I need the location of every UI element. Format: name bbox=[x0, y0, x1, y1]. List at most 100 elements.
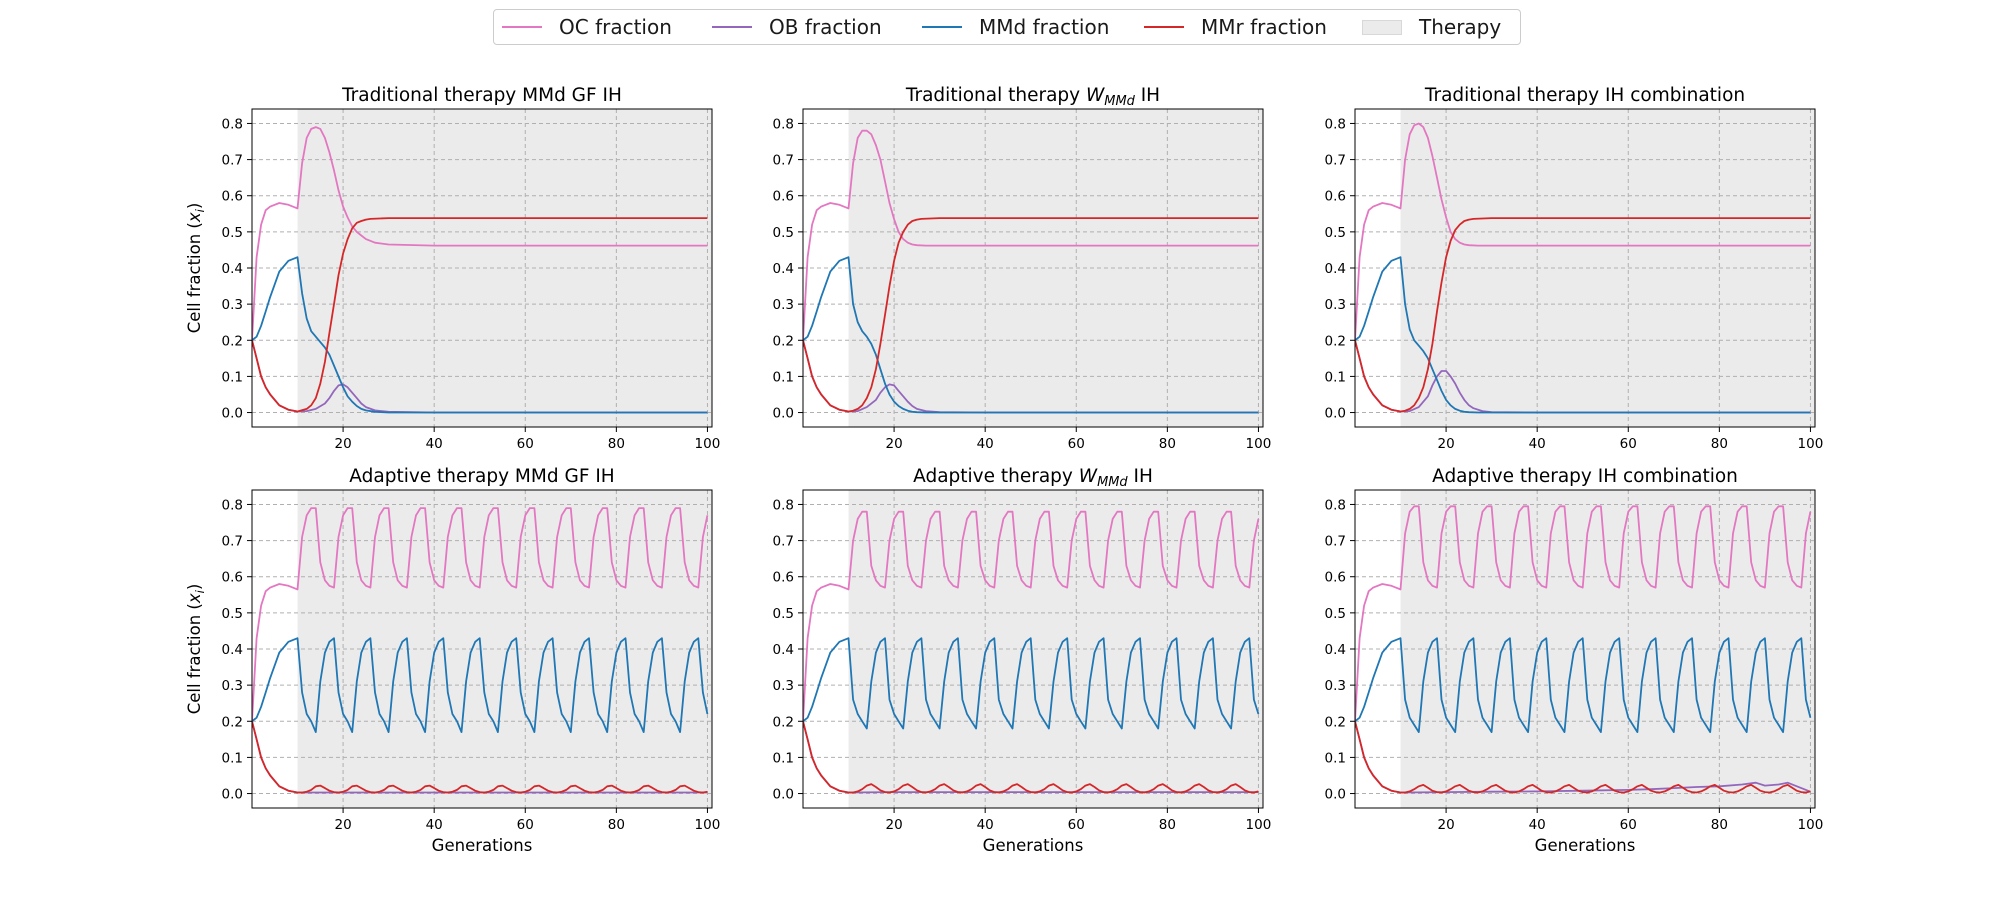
y-tick-label: 0.5 bbox=[222, 606, 243, 622]
x-tick-label: 60 bbox=[517, 817, 534, 833]
y-tick-label: 0.0 bbox=[1325, 406, 1346, 422]
y-tick-label: 0.8 bbox=[773, 116, 794, 132]
legend: OC fraction OB fraction MMd fraction MMr… bbox=[493, 9, 1521, 45]
y-tick-label: 0.6 bbox=[1325, 570, 1346, 586]
x-tick-label: 100 bbox=[1798, 817, 1824, 833]
chart-panel-1: 20 40 60 80 100 0.0 0.1 0.2 0.3 0.4 0.5 0.6 0.7 0.8 Tr… bbox=[185, 85, 720, 452]
y-tick-label: 0.8 bbox=[1325, 116, 1346, 132]
y-tick-label: 0.1 bbox=[773, 369, 794, 385]
x-tick-label: 40 bbox=[977, 817, 994, 833]
y-tick-label: 0.0 bbox=[1325, 787, 1346, 803]
y-tick-label: 0.2 bbox=[222, 333, 243, 349]
y-tick-label: 0.2 bbox=[773, 714, 794, 730]
series-line-oc bbox=[1355, 505, 1812, 722]
chart-panel-3: 20 40 60 80 100 0.0 0.1 0.2 0.3 0.4 0.5 0.6 0.7 0.8 Tr… bbox=[1325, 85, 1824, 452]
series-line-mmr bbox=[252, 217, 708, 413]
legend-label-oc: OC fraction bbox=[559, 15, 672, 39]
chart-panel-5: 20 40 60 80 100 0.0 0.1 0.2 0.3 0.4 0.5 0.6 0.7 0.8 Ad… bbox=[773, 466, 1272, 855]
x-tick-label: 80 bbox=[1159, 817, 1176, 833]
plot-frame bbox=[251, 489, 713, 809]
x-tick-label: 20 bbox=[334, 436, 351, 452]
y-tick-label: 0.6 bbox=[1325, 189, 1346, 205]
x-tick-label: 20 bbox=[885, 436, 902, 452]
y-tick-label: 0.3 bbox=[222, 678, 243, 694]
plot-frame bbox=[802, 489, 1264, 809]
x-tick-label: 80 bbox=[1711, 817, 1728, 833]
y-tick-label: 0.4 bbox=[222, 261, 243, 277]
x-axis-label: Generations bbox=[432, 836, 533, 855]
legend-swatch-mmr bbox=[1144, 26, 1184, 28]
y-tick-label: 0.7 bbox=[773, 534, 794, 550]
legend-label-ob: OB fraction bbox=[769, 15, 882, 39]
y-tick-label: 0.3 bbox=[773, 297, 794, 313]
y-tick-label: 0.2 bbox=[222, 714, 243, 730]
legend-item-mmd: MMd fraction bbox=[922, 10, 1109, 44]
x-tick-label: 80 bbox=[608, 817, 625, 833]
y-tick-label: 0.7 bbox=[773, 153, 794, 169]
y-tick-label: 0.6 bbox=[222, 570, 243, 586]
chart-title: Adaptive therapy WMMd IH bbox=[913, 466, 1153, 490]
y-tick-label: 0.3 bbox=[222, 297, 243, 313]
x-tick-label: 20 bbox=[1437, 436, 1454, 452]
y-tick-label: 0.8 bbox=[773, 497, 794, 513]
x-tick-label: 80 bbox=[608, 436, 625, 452]
chart-panel-6: 20 40 60 80 100 0.0 0.1 0.2 0.3 0.4 0.5 0.6 0.7 0.8 Ad… bbox=[1325, 466, 1824, 855]
y-tick-label: 0.3 bbox=[1325, 297, 1346, 313]
series-line-mmr bbox=[803, 217, 1259, 413]
series-line-mmd bbox=[1355, 256, 1811, 414]
x-tick-label: 100 bbox=[695, 817, 721, 833]
chart-title: Adaptive therapy MMd GF IH bbox=[349, 466, 614, 487]
y-tick-label: 0.7 bbox=[222, 534, 243, 550]
y-tick-label: 0.4 bbox=[773, 642, 794, 658]
legend-swatch-therapy bbox=[1362, 19, 1402, 35]
series-line-oc bbox=[252, 507, 709, 722]
x-tick-label: 20 bbox=[885, 817, 902, 833]
x-tick-label: 40 bbox=[426, 817, 443, 833]
series-line-mmd bbox=[803, 256, 1259, 414]
series-line-oc bbox=[803, 510, 1260, 722]
y-tick-label: 0.0 bbox=[773, 406, 794, 422]
y-tick-label: 0.2 bbox=[773, 333, 794, 349]
y-tick-label: 0.3 bbox=[1325, 678, 1346, 694]
y-axis-label: Cell fraction (xi) bbox=[185, 584, 207, 715]
series-line-mmr bbox=[1355, 217, 1811, 413]
y-tick-label: 0.4 bbox=[1325, 261, 1346, 277]
y-tick-label: 0.0 bbox=[222, 787, 243, 803]
x-tick-label: 20 bbox=[334, 817, 351, 833]
x-tick-label: 60 bbox=[1620, 436, 1637, 452]
y-tick-label: 0.5 bbox=[773, 225, 794, 241]
y-tick-label: 0.1 bbox=[222, 369, 243, 385]
series-line-mmr bbox=[1355, 721, 1811, 794]
x-tick-label: 60 bbox=[1068, 436, 1085, 452]
y-tick-label: 0.4 bbox=[1325, 642, 1346, 658]
chart-panel-2: 20 40 60 80 100 0.0 0.1 0.2 0.3 0.4 0.5 0.6 0.7 0.8 Tr… bbox=[773, 85, 1272, 452]
x-tick-label: 100 bbox=[695, 436, 721, 452]
series-line-mmr bbox=[803, 721, 1259, 794]
y-tick-label: 0.7 bbox=[1325, 153, 1346, 169]
x-tick-label: 40 bbox=[1529, 817, 1546, 833]
y-tick-label: 0.2 bbox=[1325, 333, 1346, 349]
plot-frame bbox=[802, 108, 1264, 428]
x-tick-label: 80 bbox=[1711, 436, 1728, 452]
y-tick-label: 0.1 bbox=[222, 750, 243, 766]
x-tick-label: 80 bbox=[1159, 436, 1176, 452]
x-tick-label: 20 bbox=[1437, 817, 1454, 833]
y-tick-label: 0.8 bbox=[222, 116, 243, 132]
chart-title: Traditional therapy IH combination bbox=[1424, 85, 1745, 106]
legend-item-oc: OC fraction bbox=[502, 10, 672, 44]
y-axis-label: Cell fraction (xi) bbox=[185, 203, 207, 334]
legend-swatch-ob bbox=[712, 26, 752, 28]
y-tick-label: 0.8 bbox=[1325, 497, 1346, 513]
x-tick-label: 40 bbox=[426, 436, 443, 452]
plot-frame bbox=[251, 108, 713, 428]
x-tick-label: 60 bbox=[1068, 817, 1085, 833]
y-tick-label: 0.8 bbox=[222, 497, 243, 513]
x-tick-label: 60 bbox=[1620, 817, 1637, 833]
legend-label-mmd: MMd fraction bbox=[979, 15, 1110, 39]
legend-item-therapy: Therapy bbox=[1362, 10, 1501, 44]
y-tick-label: 0.7 bbox=[222, 153, 243, 169]
legend-swatch-oc bbox=[502, 26, 542, 28]
chart-title: Traditional therapy WMMd IH bbox=[905, 85, 1160, 109]
y-tick-label: 0.1 bbox=[1325, 369, 1346, 385]
